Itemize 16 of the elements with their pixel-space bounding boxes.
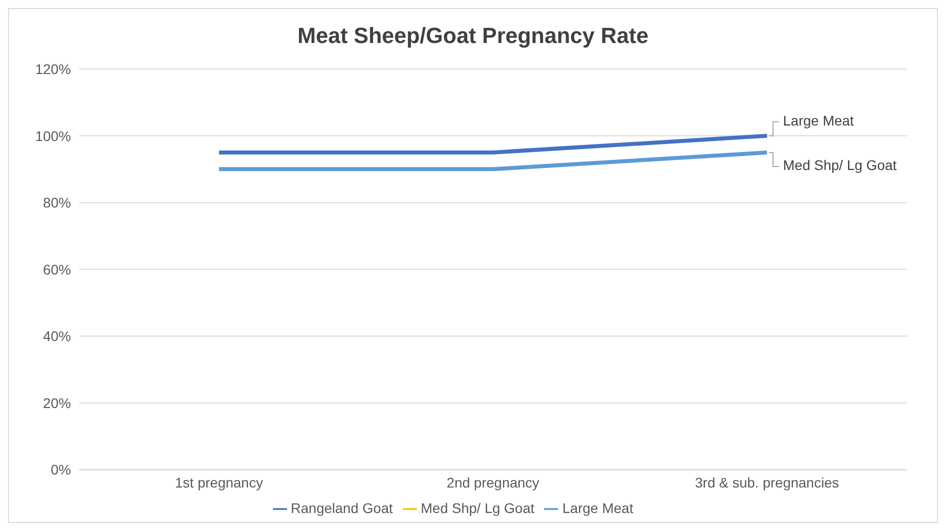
x-tick-label: 1st pregnancy <box>175 474 263 491</box>
legend-label: Rangeland Goat <box>290 500 393 516</box>
annotation: Large Meat <box>783 112 854 128</box>
legend-label: Med Shp/ Lg Goat <box>420 500 534 516</box>
y-tick-label: 100% <box>35 128 71 144</box>
y-tick-label: 40% <box>42 328 71 344</box>
y-tick-label: 60% <box>42 261 71 278</box>
legend-label: Large Meat <box>562 500 634 516</box>
annotation: Med Shp/ Lg Goat <box>783 157 897 174</box>
x-tick-label: 3rd & sub. pregnancies <box>695 474 839 491</box>
y-tick-label: 80% <box>42 194 71 211</box>
y-tick-label: 0% <box>50 462 71 478</box>
x-tick-label: 2nd pregnancy <box>446 474 540 491</box>
y-tick-label: 120% <box>35 60 71 77</box>
chart-title: Meat Sheep/Goat Pregnancy Rate <box>296 22 650 50</box>
y-tick-label: 20% <box>42 394 71 411</box>
